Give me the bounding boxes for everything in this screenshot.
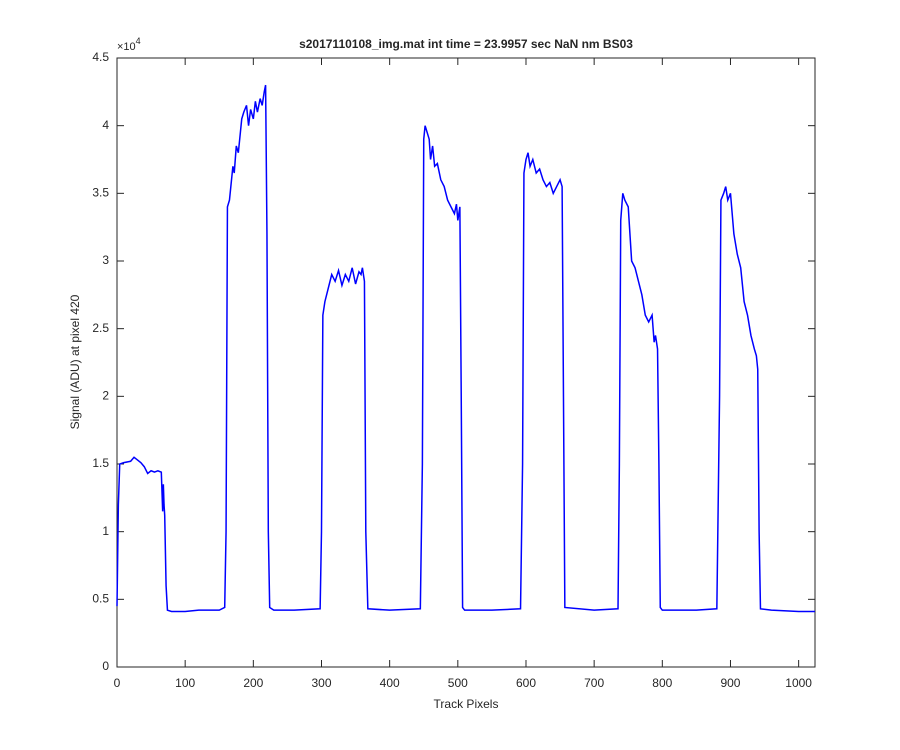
x-tick-label: 600 <box>516 676 536 690</box>
y-tick-label: 3.5 <box>92 186 109 200</box>
x-tick-label: 100 <box>175 676 195 690</box>
y-tick-label: 1.5 <box>92 456 109 470</box>
plot-frame <box>116 57 816 668</box>
x-tick-label: 400 <box>380 676 400 690</box>
y-axis-label: Signal (ADU) at pixel 420 <box>68 294 82 429</box>
x-tick-label: 500 <box>448 676 468 690</box>
y-tick-label: 2 <box>102 389 109 403</box>
y-tick-label: 2.5 <box>92 321 109 335</box>
y-tick-label: 3 <box>102 253 109 267</box>
chart-title: s2017110108_img.mat int time = 23.9957 s… <box>299 37 633 51</box>
y-tick-label: 1 <box>102 524 109 538</box>
x-axis-label: Track Pixels <box>434 697 499 711</box>
y-tick-label: 0.5 <box>92 592 109 606</box>
y-multiplier-base: ×10 <box>117 41 136 53</box>
x-tick-label: 200 <box>243 676 263 690</box>
y-multiplier-exponent: 4 <box>136 36 141 46</box>
x-tick-label: 300 <box>311 676 331 690</box>
x-tick-label: 900 <box>720 676 740 690</box>
x-tick-label: 0 <box>114 676 121 690</box>
y-tick-label: 4.5 <box>92 50 109 64</box>
y-tick-label: 4 <box>102 118 109 132</box>
x-tick-label: 700 <box>584 676 604 690</box>
x-tick-label: 800 <box>652 676 672 690</box>
y-multiplier: ×104 <box>117 36 141 53</box>
x-tick-label: 1000 <box>785 676 812 690</box>
data-line <box>116 84 815 613</box>
y-tick-label: 0 <box>102 659 109 673</box>
